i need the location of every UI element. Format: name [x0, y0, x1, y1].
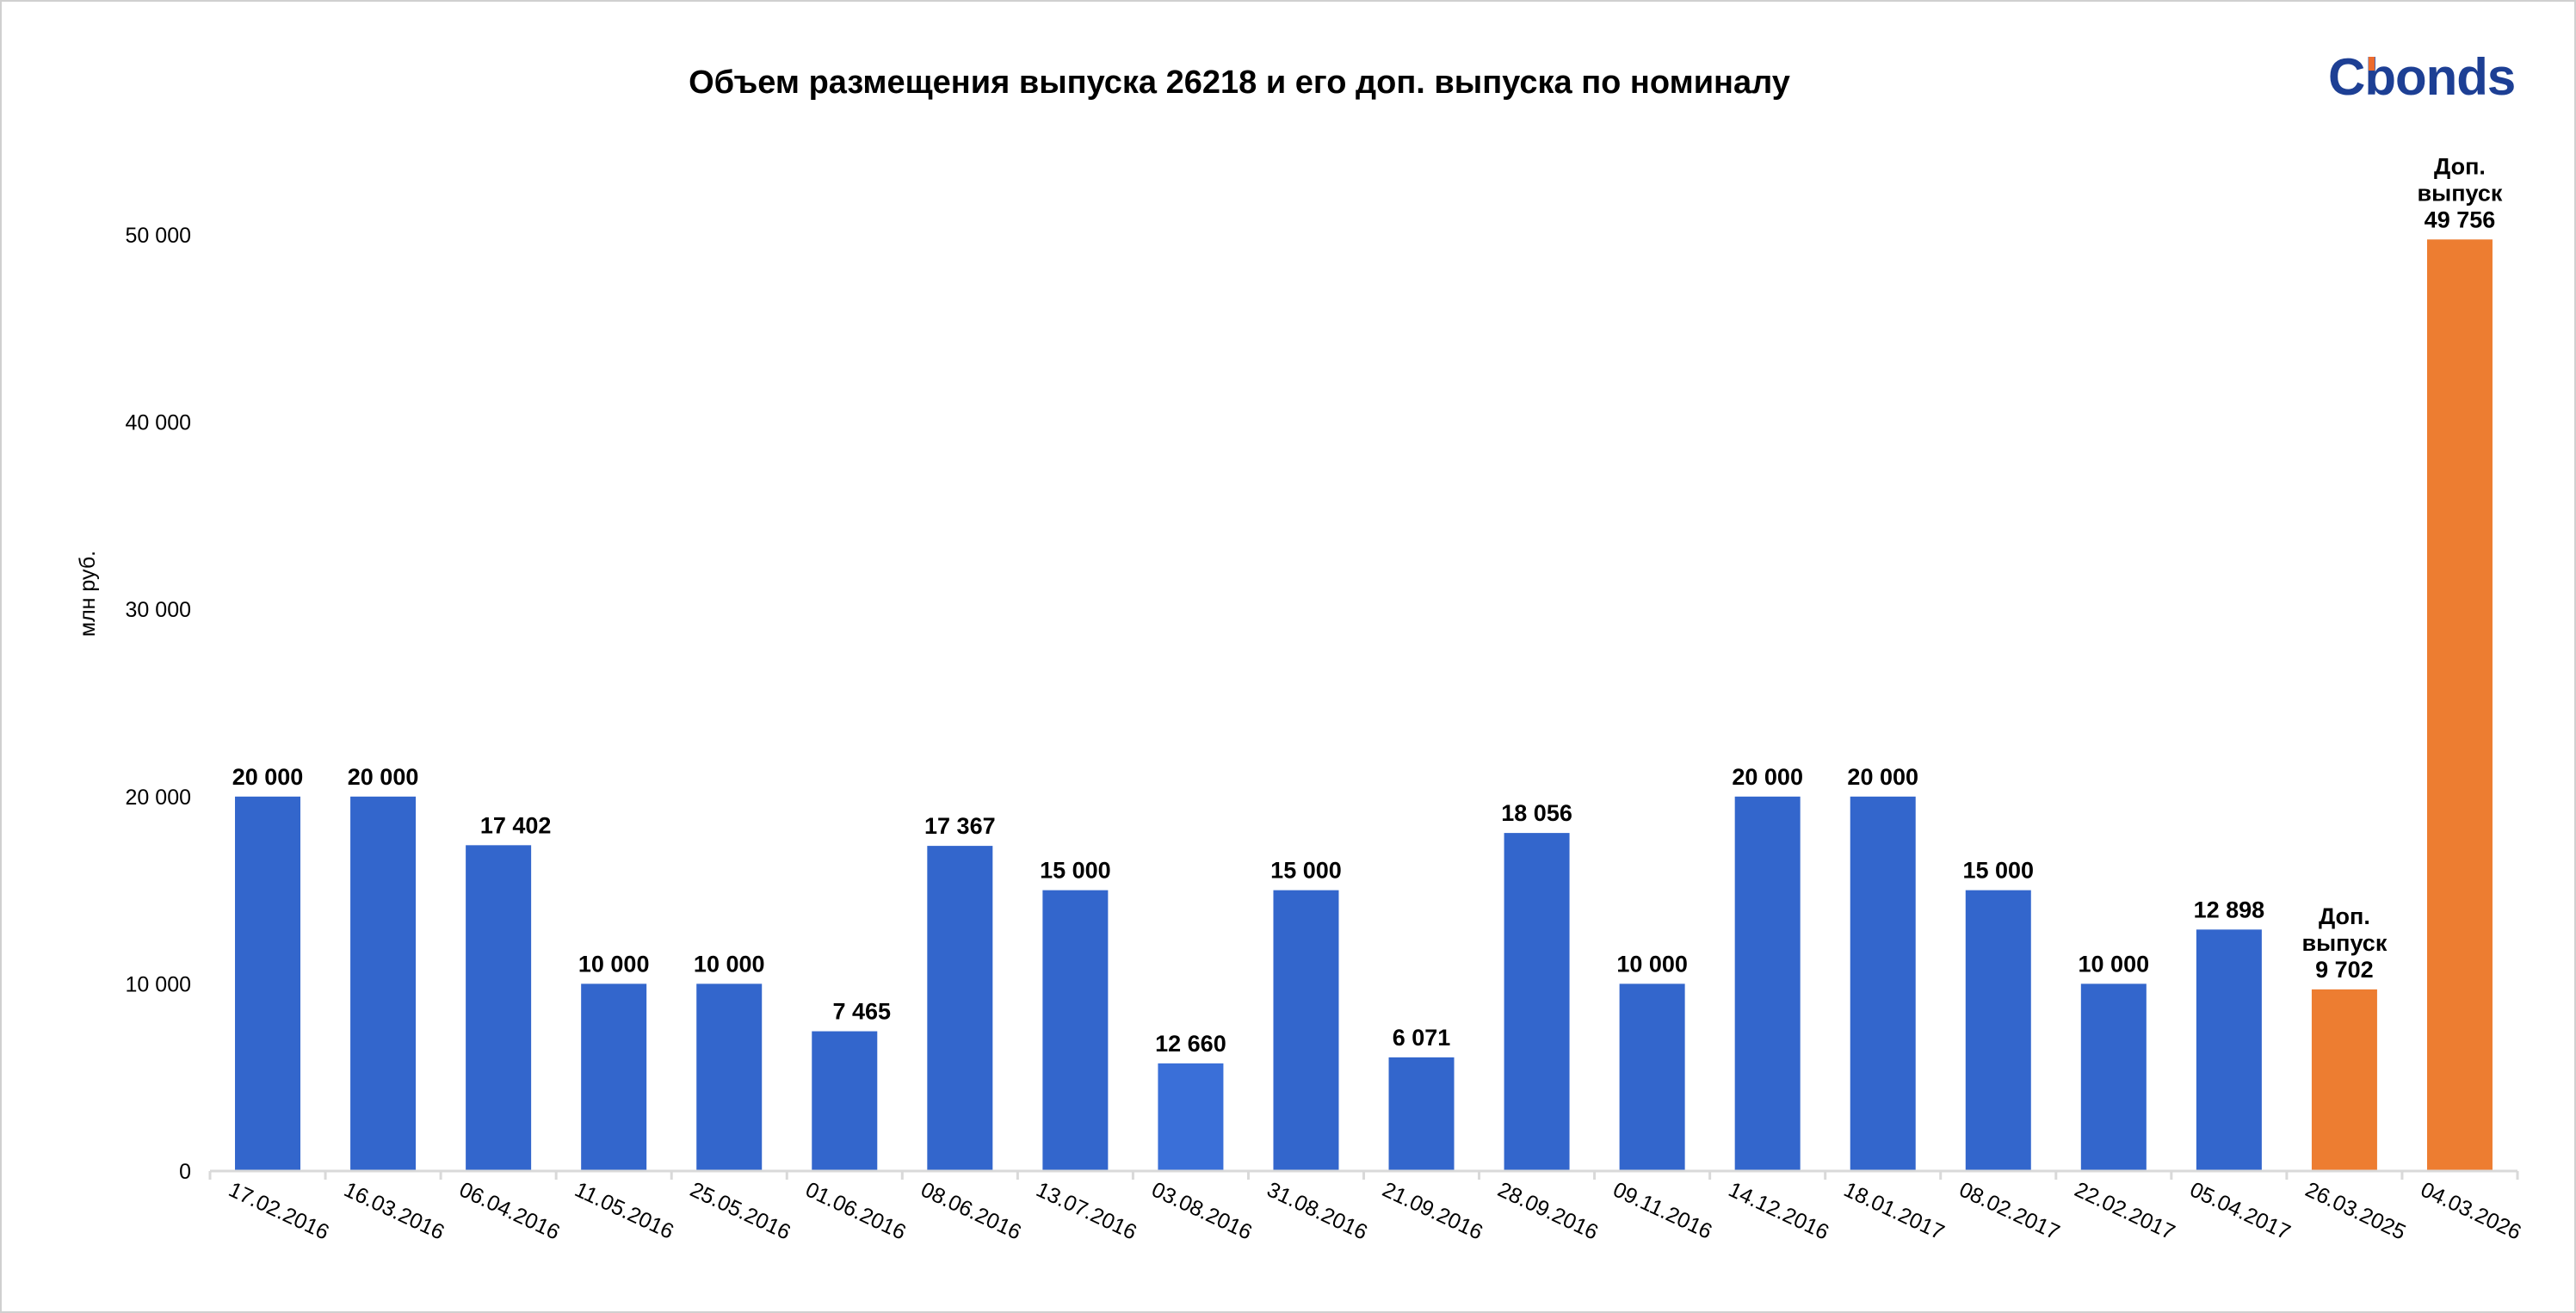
- bars: 20 000 20 000 17 402 10 000 10 000 7 465 17 36…: [232, 153, 2503, 1171]
- bar: [235, 796, 301, 1171]
- y-tick-label: 20 000: [126, 786, 191, 810]
- data-label: Доп.: [2319, 903, 2370, 929]
- data-label: выпуск: [2418, 180, 2503, 206]
- logo-accent: [2369, 57, 2375, 71]
- data-label: 6 071: [1393, 1025, 1451, 1051]
- data-label: 17 402: [480, 812, 552, 838]
- y-axis: 0 10 000 20 000 30 000 40 000 50 000: [126, 224, 191, 1184]
- bar: [581, 983, 647, 1171]
- data-label: 20 000: [232, 764, 304, 790]
- bar: [350, 796, 417, 1171]
- data-label: 17 367: [924, 813, 996, 839]
- bar: [2426, 239, 2493, 1171]
- data-label: 10 000: [2079, 951, 2150, 977]
- y-tick-label: 40 000: [126, 411, 191, 435]
- data-label: 12 898: [2194, 897, 2265, 922]
- bar: [1273, 890, 1339, 1171]
- data-label: 20 000: [1847, 764, 1918, 790]
- y-tick-label: 50 000: [126, 224, 191, 248]
- bar: [1965, 890, 2031, 1171]
- data-label: 12 660: [1155, 1031, 1226, 1057]
- bar: [1850, 796, 1916, 1171]
- data-label: 15 000: [1270, 858, 1342, 884]
- bar: [1042, 890, 1109, 1171]
- data-label: выпуск: [2302, 930, 2388, 956]
- bar: [2311, 989, 2377, 1171]
- y-tick-label: 10 000: [126, 972, 191, 996]
- data-label: 20 000: [1732, 764, 1803, 790]
- data-label: 49 756: [2425, 207, 2496, 232]
- data-label: 10 000: [1616, 951, 1688, 977]
- bar: [1388, 1057, 1455, 1171]
- bar: [1619, 983, 1685, 1171]
- data-label: 10 000: [578, 951, 650, 977]
- bar: [466, 845, 532, 1171]
- cbonds-logo: Cbonds: [2328, 48, 2516, 106]
- chart-title: Объем размещения выпуска 26218 и его доп…: [689, 65, 1790, 101]
- bar: [927, 846, 993, 1171]
- bar: [1158, 1063, 1224, 1171]
- data-label: 7 465: [832, 999, 891, 1025]
- bar: [2080, 983, 2147, 1171]
- data-label: 15 000: [1962, 858, 2034, 884]
- data-label: 20 000: [348, 764, 419, 790]
- bar: [696, 983, 763, 1171]
- bar: [812, 1031, 878, 1171]
- data-label: Доп.: [2434, 153, 2486, 179]
- data-label: 9 702: [2315, 957, 2374, 983]
- y-tick-label: 30 000: [126, 598, 191, 622]
- y-axis-label: млн руб.: [76, 551, 100, 637]
- bar: [1734, 796, 1801, 1171]
- bar: [2196, 929, 2262, 1171]
- logo-text: Cbonds: [2328, 48, 2515, 106]
- bar: [1504, 833, 1570, 1171]
- data-label: 10 000: [694, 951, 765, 977]
- data-label: 18 056: [1501, 800, 1572, 826]
- y-tick-label: 0: [179, 1160, 191, 1184]
- data-label: 15 000: [1040, 858, 1111, 884]
